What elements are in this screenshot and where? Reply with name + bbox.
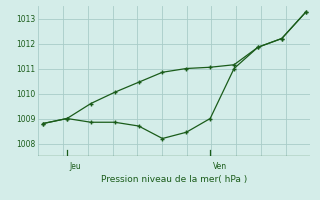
Text: Ven: Ven — [212, 162, 227, 171]
Text: Jeu: Jeu — [69, 162, 81, 171]
X-axis label: Pression niveau de la mer( hPa ): Pression niveau de la mer( hPa ) — [101, 175, 248, 184]
